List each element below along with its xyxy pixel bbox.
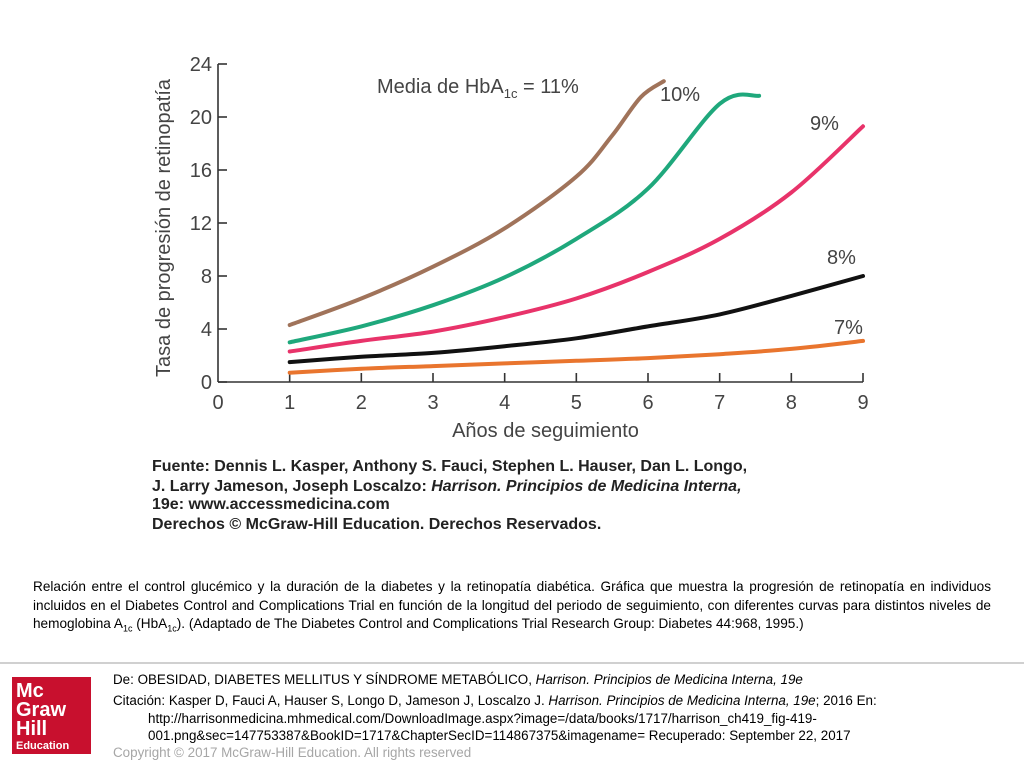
series-line-9pct <box>287 124 865 354</box>
source-line: De: OBESIDAD, DIABETES MELLITUS Y SÍNDRO… <box>113 671 1013 688</box>
y-tick-label: 4 <box>201 319 212 341</box>
citation-authors: Citación: Kasper D, Fauci A, Hauser S, L… <box>113 693 541 709</box>
y-tick-label: 8 <box>201 266 212 288</box>
x-tick-label: 2 <box>356 392 367 414</box>
logo-text: Hill <box>16 718 48 740</box>
mcgraw-hill-logo: Mc Graw Hill Education <box>12 677 91 754</box>
caption-subscript: 1c <box>122 623 133 634</box>
x-tick-label: 7 <box>714 392 725 414</box>
y-tick-label: 12 <box>190 213 212 235</box>
source-note-line: 19e: www.accessmedicina.com <box>152 496 390 513</box>
series-label-text: = 11% <box>517 76 579 98</box>
y-axis-title: Tasa de progresión de retinopatía <box>153 78 175 377</box>
caption-text: ). (Adaptado de The Diabetes Control and… <box>176 616 804 632</box>
x-tick-label: 8 <box>786 392 797 414</box>
x-tick-label: 3 <box>427 392 438 414</box>
citation-separator: . <box>540 693 549 709</box>
series-label-text: Media de HbA <box>377 76 504 98</box>
logo-text: Mc <box>16 680 44 702</box>
source-note-line: Fuente: Dennis L. Kasper, Anthony S. Fau… <box>152 458 747 475</box>
series-label-8pct: 8% <box>827 247 856 269</box>
figure-panel: 0 4 8 12 16 20 24 0 1 2 3 4 5 6 7 8 9 Años de seguimiento… <box>148 55 870 531</box>
logo-text: Education <box>16 740 70 752</box>
figure-caption: Relación entre el control glucémico y la… <box>33 578 991 639</box>
y-tick-label: 0 <box>201 372 212 394</box>
series-label-10pct: 10% <box>660 84 700 106</box>
x-axis-title: Años de seguimiento <box>452 420 639 442</box>
caption-text: Relación entre el control glucémico y la… <box>33 579 991 632</box>
source-note-line: J. Larry Jameson, Joseph Loscalzo: Harri… <box>152 478 742 495</box>
source-note-book: Harrison. Principios de Medicina Interna… <box>431 478 741 495</box>
x-tick-label: 4 <box>499 392 510 414</box>
copyright-text: Copyright © 2017 McGraw-Hill Education. … <box>113 745 472 761</box>
x-tick-label: 0 <box>212 392 223 414</box>
citation-line: Citación: Kasper D, Fauci A, Hauser S, L… <box>113 692 1013 744</box>
citation-book: Harrison. Principios de Medicina Interna… <box>548 693 816 709</box>
x-tick-label: 9 <box>857 392 868 414</box>
caption-text: (HbA <box>132 616 168 632</box>
source-prefix: De: <box>113 672 138 687</box>
y-tick-label: 16 <box>190 160 212 182</box>
citation-footer: De: OBESIDAD, DIABETES MELLITUS Y SÍNDRO… <box>113 671 1013 761</box>
series-label-subscript: 1c <box>504 86 518 101</box>
x-tick-label: 5 <box>571 392 582 414</box>
footer-divider <box>0 662 1024 664</box>
y-tick-label: 24 <box>190 55 212 76</box>
source-note-line: Derechos © McGraw-Hill Education. Derech… <box>152 516 601 531</box>
source-book: Harrison. Principios de Medicina Interna… <box>535 672 803 687</box>
caption-subscript: 1c <box>167 623 177 634</box>
logo-text: Graw <box>16 699 67 721</box>
y-tick-label: 20 <box>190 107 212 129</box>
source-note-text: J. Larry Jameson, Joseph Loscalzo: <box>152 478 431 495</box>
series-line-10pct <box>287 92 762 345</box>
x-tick-label: 6 <box>642 392 653 414</box>
citation-url[interactable]: ; 2016 En: http://harrisonmedicina.mhmed… <box>148 693 877 743</box>
series-label-9pct: 9% <box>810 113 839 135</box>
series-label-11pct: Media de HbA1c = 11% <box>377 76 579 101</box>
x-tick-label: 1 <box>284 392 295 414</box>
series-label-7pct: 7% <box>834 317 863 339</box>
series-line-11pct <box>287 79 666 327</box>
series-line-7pct <box>287 338 865 375</box>
source-chapter: OBESIDAD, DIABETES MELLITUS Y SÍNDROME M… <box>137 672 536 687</box>
series-line-8pct <box>287 274 865 365</box>
